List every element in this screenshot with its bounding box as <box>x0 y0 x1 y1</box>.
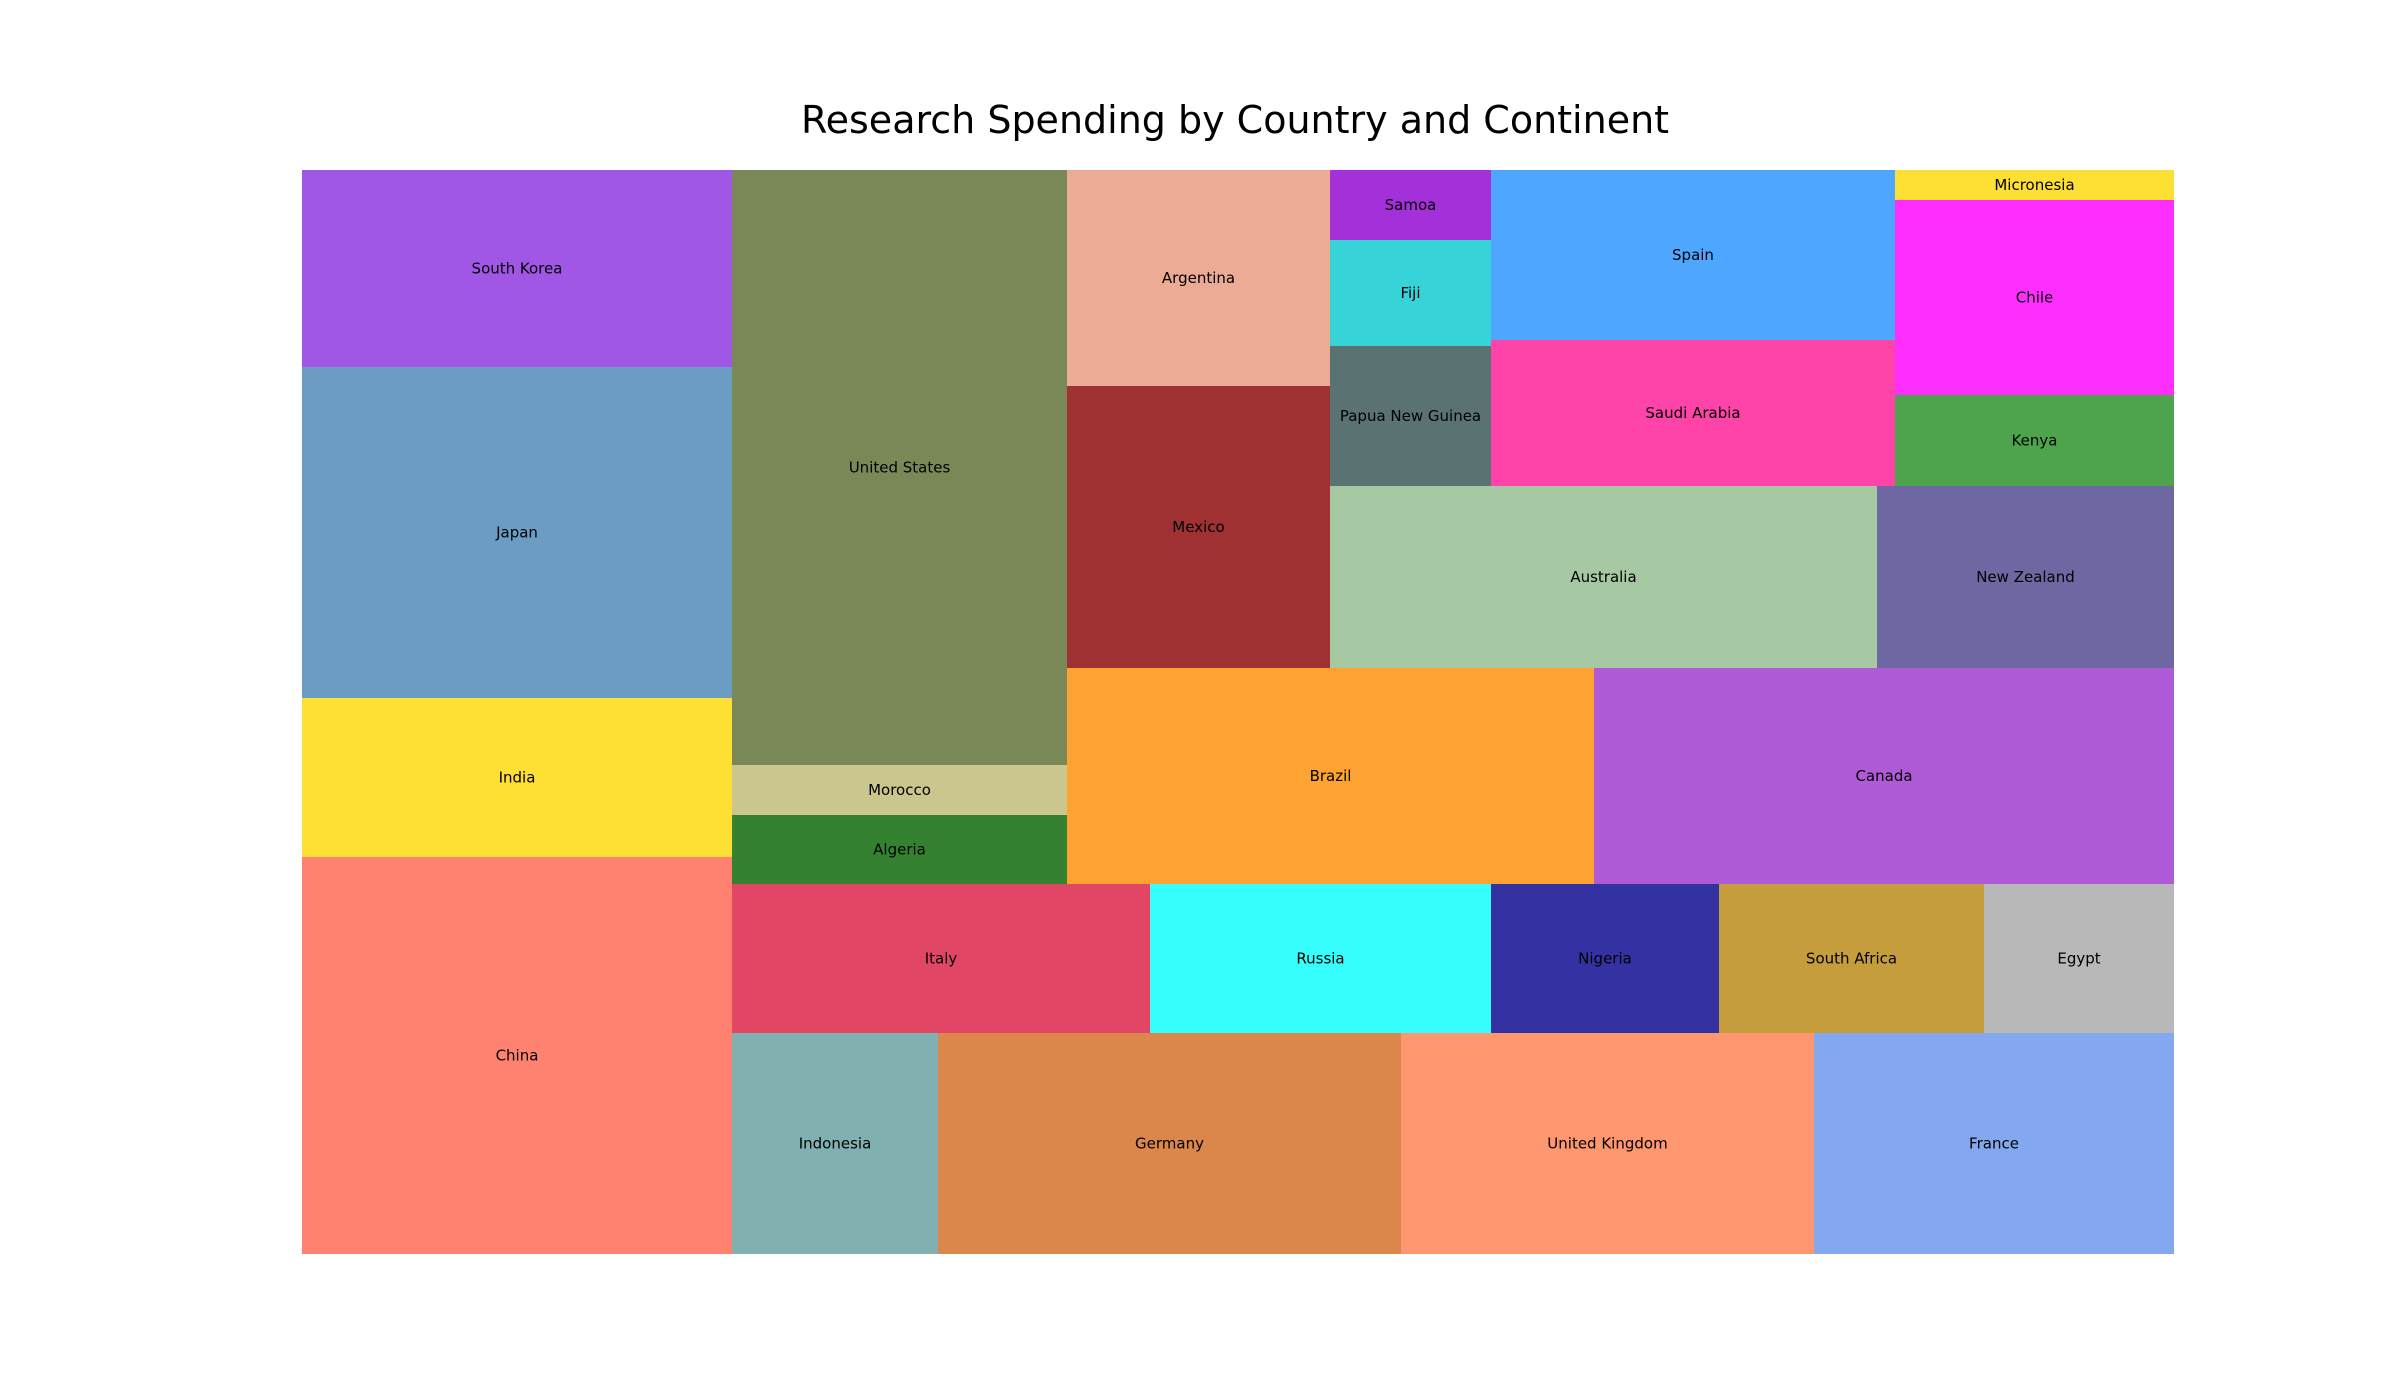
treemap-rect-papua-new-guinea <box>1330 346 1491 486</box>
treemap-label-papua-new-guinea: Papua New Guinea <box>1340 407 1481 425</box>
treemap-cell-japan: Japan <box>302 367 732 698</box>
treemap-rect-argentina <box>1067 170 1330 386</box>
treemap-label-algeria: Algeria <box>873 841 926 859</box>
treemap-cell-argentina: Argentina <box>1067 170 1330 386</box>
treemap-label-south-africa: South Africa <box>1806 950 1897 968</box>
treemap-rect-canada <box>1594 668 2174 884</box>
treemap-cell-india: India <box>302 698 732 857</box>
treemap-label-france: France <box>1969 1135 2019 1153</box>
treemap-label-indonesia: Indonesia <box>799 1135 872 1153</box>
treemap-rect-japan <box>302 367 732 698</box>
treemap-rect-china <box>302 857 732 1254</box>
treemap-label-morocco: Morocco <box>868 781 931 799</box>
treemap-label-nigeria: Nigeria <box>1578 950 1632 968</box>
treemap-label-chile: Chile <box>2016 289 2054 307</box>
treemap-rect-brazil <box>1067 668 1594 884</box>
treemap-rect-mexico <box>1067 386 1330 668</box>
treemap-cell-united-kingdom: United Kingdom <box>1401 1033 1814 1254</box>
treemap-rect-egypt <box>1984 884 2174 1033</box>
treemap-label-argentina: Argentina <box>1162 269 1235 287</box>
treemap-rect-germany <box>938 1033 1401 1254</box>
treemap-label-samoa: Samoa <box>1385 196 1437 214</box>
treemap-rect-russia <box>1150 884 1491 1033</box>
treemap-label-australia: Australia <box>1570 568 1636 586</box>
treemap-rect-micronesia <box>1895 170 2174 200</box>
treemap-rect-france <box>1814 1033 2174 1254</box>
treemap-cell-australia: Australia <box>1330 486 1877 668</box>
treemap-label-south-korea: South Korea <box>472 260 563 278</box>
treemap-cell-south-korea: South Korea <box>302 170 732 367</box>
treemap-label-canada: Canada <box>1855 767 1912 785</box>
treemap-cell-italy: Italy <box>732 884 1150 1033</box>
treemap-rect-south-korea <box>302 170 732 367</box>
treemap-cell-samoa: Samoa <box>1330 170 1491 240</box>
treemap-label-united-kingdom: United Kingdom <box>1547 1135 1667 1153</box>
treemap-cell-kenya: Kenya <box>1895 395 2174 486</box>
treemap-label-united-states: United States <box>849 459 951 477</box>
treemap-cell-canada: Canada <box>1594 668 2174 884</box>
treemap-cell-france: France <box>1814 1033 2174 1254</box>
treemap-cell-nigeria: Nigeria <box>1491 884 1719 1033</box>
treemap-cell-saudi-arabia: Saudi Arabia <box>1491 340 1895 486</box>
treemap-rect-samoa <box>1330 170 1491 240</box>
treemap-label-micronesia: Micronesia <box>1994 176 2074 194</box>
treemap-cell-mexico: Mexico <box>1067 386 1330 668</box>
treemap-rect-algeria <box>732 815 1067 884</box>
treemap-label-india: India <box>499 769 536 787</box>
treemap-label-kenya: Kenya <box>2012 432 2058 450</box>
treemap-rect-spain <box>1491 170 1895 340</box>
treemap-cell-brazil: Brazil <box>1067 668 1594 884</box>
treemap-cell-germany: Germany <box>938 1033 1401 1254</box>
treemap-rect-morocco <box>732 765 1067 815</box>
treemap-label-china: China <box>496 1047 539 1065</box>
treemap-label-germany: Germany <box>1135 1135 1204 1153</box>
treemap-cell-morocco: Morocco <box>732 765 1067 815</box>
treemap-cell-micronesia: Micronesia <box>1895 170 2174 200</box>
treemap-label-japan: Japan <box>495 524 538 542</box>
treemap-label-new-zealand: New Zealand <box>1976 568 2075 586</box>
treemap-label-saudi-arabia: Saudi Arabia <box>1645 404 1740 422</box>
treemap-cell-chile: Chile <box>1895 200 2174 395</box>
treemap-cell-united-states: United States <box>732 170 1067 765</box>
treemap-rect-new-zealand <box>1877 486 2174 668</box>
treemap-rect-nigeria <box>1491 884 1719 1033</box>
treemap-rect-chile <box>1895 200 2174 395</box>
treemap-rect-kenya <box>1895 395 2174 486</box>
treemap-cell-fiji: Fiji <box>1330 240 1491 346</box>
treemap-cell-new-zealand: New Zealand <box>1877 486 2174 668</box>
treemap-cell-spain: Spain <box>1491 170 1895 340</box>
treemap-rect-australia <box>1330 486 1877 668</box>
treemap-cell-china: China <box>302 857 732 1254</box>
treemap-rect-india <box>302 698 732 857</box>
treemap-rect-italy <box>732 884 1150 1033</box>
treemap-label-egypt: Egypt <box>2057 950 2100 968</box>
treemap-label-fiji: Fiji <box>1400 284 1420 302</box>
treemap-rect-united-kingdom <box>1401 1033 1814 1254</box>
treemap-cell-egypt: Egypt <box>1984 884 2174 1033</box>
chart-title: Research Spending by Country and Contine… <box>800 98 1670 142</box>
treemap-label-brazil: Brazil <box>1310 767 1352 785</box>
treemap-rect-saudi-arabia <box>1491 340 1895 486</box>
treemap-cell-papua-new-guinea: Papua New Guinea <box>1330 346 1491 486</box>
treemap-label-italy: Italy <box>925 950 958 968</box>
treemap-label-spain: Spain <box>1672 246 1714 264</box>
treemap-cell-south-africa: South Africa <box>1719 884 1984 1033</box>
treemap-label-russia: Russia <box>1296 950 1344 968</box>
treemap-label-mexico: Mexico <box>1172 518 1224 536</box>
treemap-cell-indonesia: Indonesia <box>732 1033 938 1254</box>
treemap-cell-russia: Russia <box>1150 884 1491 1033</box>
treemap-rect-south-africa <box>1719 884 1984 1033</box>
treemap-cell-algeria: Algeria <box>732 815 1067 884</box>
treemap-rect-indonesia <box>732 1033 938 1254</box>
treemap-rect-united-states <box>732 170 1067 765</box>
treemap-rect-fiji <box>1330 240 1491 346</box>
